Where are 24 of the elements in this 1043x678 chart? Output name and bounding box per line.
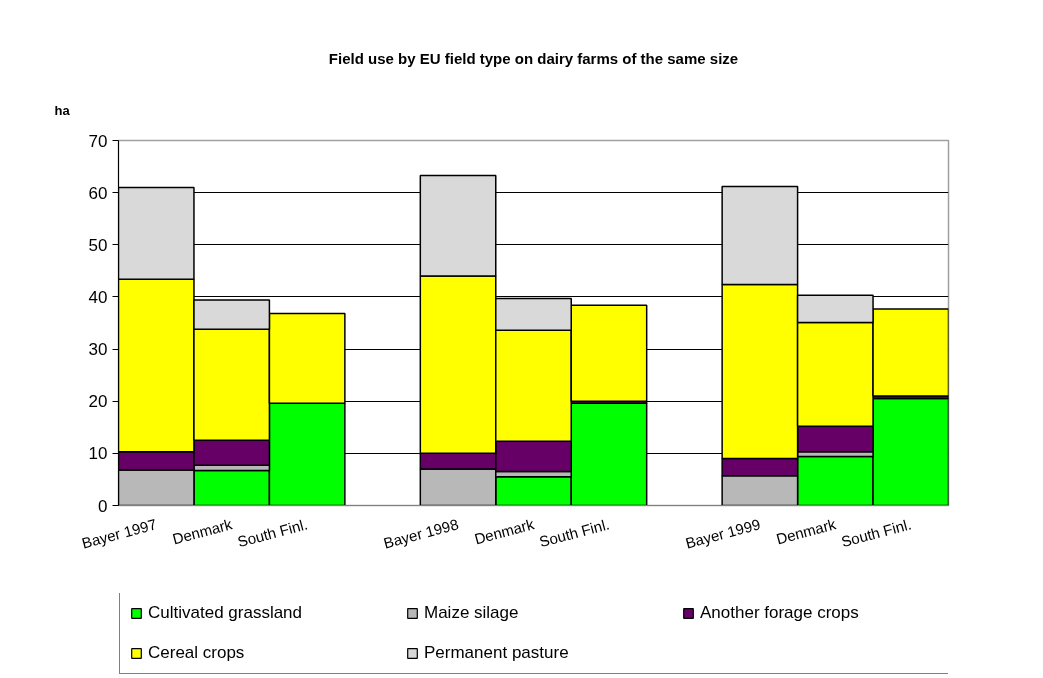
legend-label: Maize silage	[424, 603, 520, 623]
y-tick-label: 0	[98, 496, 108, 516]
x-tick-label: Bayer 1997	[79, 515, 159, 552]
x-tick-label: South Finl.	[839, 515, 913, 551]
x-tick-label: South Finl.	[235, 515, 310, 551]
y-tick-label: 70	[88, 131, 108, 151]
x-tick-label: South Finl.	[537, 515, 612, 551]
y-tick-label: 40	[88, 287, 108, 307]
y-axis-title: ha	[54, 103, 71, 118]
y-tick-label: 30	[88, 340, 108, 360]
y-tick-label: 20	[88, 392, 108, 412]
x-tick-label: Bayer 1998	[381, 515, 461, 552]
x-tick-label: Denmark	[472, 515, 537, 548]
chart-title: Field use by EU field type on dairy farms of the same size	[328, 49, 739, 67]
y-tick-label: 10	[88, 444, 108, 464]
y-tick-label: 50	[88, 235, 108, 255]
x-tick-label: Denmark	[774, 515, 838, 548]
legend-label: Permanent pasture	[424, 643, 570, 663]
y-tick-label: 60	[88, 183, 108, 203]
x-tick-label: Denmark	[170, 515, 235, 548]
legend-label: Cereal crops	[148, 643, 246, 663]
legend-label: Another forage crops	[700, 603, 860, 623]
x-tick-label: Bayer 1999	[683, 515, 763, 552]
legend-label: Cultivated grassland	[148, 603, 304, 623]
